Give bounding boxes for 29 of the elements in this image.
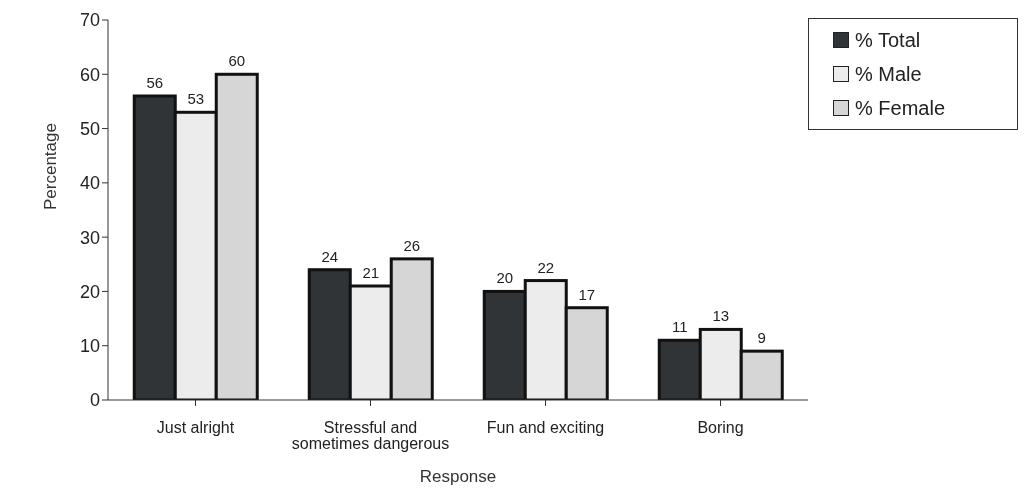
data-label: 11: [671, 318, 688, 336]
data-label: 13: [712, 307, 730, 325]
y-tick-label: 60: [79, 64, 100, 85]
legend-label: % Total: [855, 28, 921, 52]
y-tick-label: 10: [79, 336, 100, 357]
y-tick-label: 0: [89, 390, 100, 411]
y-tick-label: 50: [79, 118, 100, 139]
x-tick-label: Just alright: [156, 419, 235, 437]
legend-label: % Male: [855, 62, 922, 86]
data-label: 24: [321, 247, 339, 265]
y-tick-label: 40: [79, 173, 100, 194]
data-label: 22: [537, 258, 555, 276]
y-tick-label: 30: [79, 227, 100, 248]
data-label: 60: [228, 52, 246, 70]
x-tick-label: Stressful and sometimes dangerous: [291, 419, 450, 453]
y-axis-title: Percentage: [41, 123, 61, 210]
y-tick-label: 20: [79, 281, 100, 302]
data-label: 17: [578, 285, 596, 303]
data-label: 20: [496, 269, 514, 287]
data-label: 53: [187, 90, 205, 108]
data-label: 56: [146, 74, 164, 91]
data-label: 21: [362, 264, 380, 281]
data-label: 26: [403, 236, 421, 254]
legend-label: % Female: [855, 96, 946, 120]
x-tick-label: Boring: [697, 419, 744, 437]
data-label: 9: [757, 329, 766, 347]
y-tick-label: 70: [79, 10, 100, 31]
x-axis-title: Response: [419, 467, 497, 486]
x-tick-label: Fun and exciting: [486, 419, 605, 437]
